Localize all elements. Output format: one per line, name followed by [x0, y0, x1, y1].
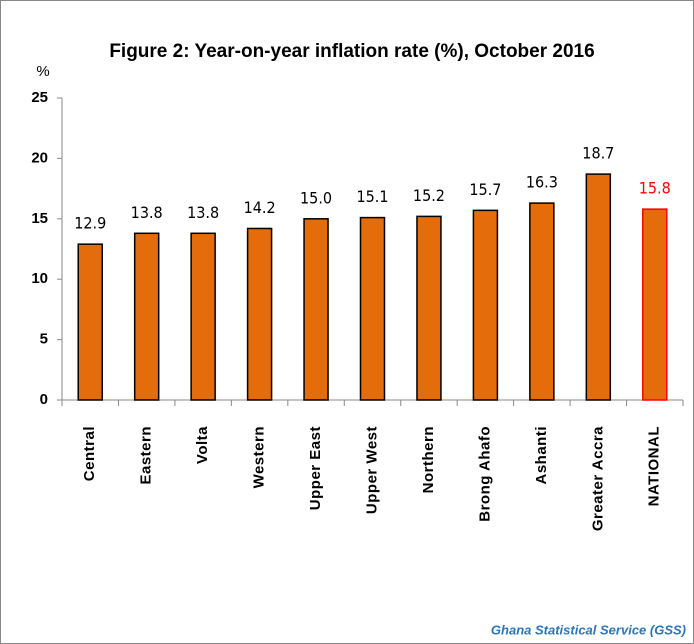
y-tick-label: 15 — [31, 210, 48, 227]
data-label: 15.2 — [413, 186, 445, 205]
x-tick-label: Western — [251, 426, 268, 488]
data-label: 15.7 — [469, 180, 501, 199]
bar — [359, 216, 386, 401]
source-note: Ghana Statistical Service (GSS) — [491, 622, 686, 637]
bar — [642, 208, 668, 401]
data-label: 15.0 — [300, 188, 332, 207]
x-tick-label: Northern — [420, 426, 437, 493]
x-tick-label: Central — [81, 426, 98, 481]
y-axis-label: % — [36, 63, 49, 80]
bar — [585, 173, 612, 401]
x-tick-label: Upper East — [307, 426, 324, 510]
bar — [303, 218, 329, 401]
bar — [77, 243, 103, 401]
data-label: 15.1 — [356, 187, 388, 206]
data-label: 16.3 — [526, 173, 558, 192]
bar — [416, 215, 442, 401]
data-label: 14.2 — [244, 198, 276, 217]
bar — [190, 232, 216, 401]
x-tick-label: Volta — [194, 426, 211, 464]
data-label: 13.8 — [131, 203, 163, 222]
x-tick-label: Brong Ahafo — [476, 426, 493, 522]
data-label: 18.7 — [582, 144, 614, 163]
x-tick-label: NATIONAL — [646, 426, 663, 506]
data-label: 15.8 — [639, 179, 671, 198]
y-tick-label: 25 — [31, 89, 48, 106]
data-label: 13.8 — [187, 203, 219, 222]
y-tick-label: 20 — [31, 149, 48, 166]
y-tick-label: 10 — [31, 270, 48, 287]
y-tick-label: 0 — [40, 391, 48, 408]
bar — [529, 202, 555, 401]
y-tick-label: 5 — [40, 331, 48, 348]
bar — [472, 209, 499, 401]
data-label: 12.9 — [74, 214, 106, 233]
x-tick-label: Greater Accra — [589, 426, 606, 531]
x-tick-label: Upper West — [363, 426, 380, 514]
x-tick-label: Eastern — [138, 426, 155, 485]
x-tick-label: Ashanti — [533, 426, 550, 485]
bar — [133, 232, 160, 401]
bar — [246, 227, 273, 401]
chart-title: Figure 2: Year-on-year inflation rate (%… — [109, 41, 594, 62]
